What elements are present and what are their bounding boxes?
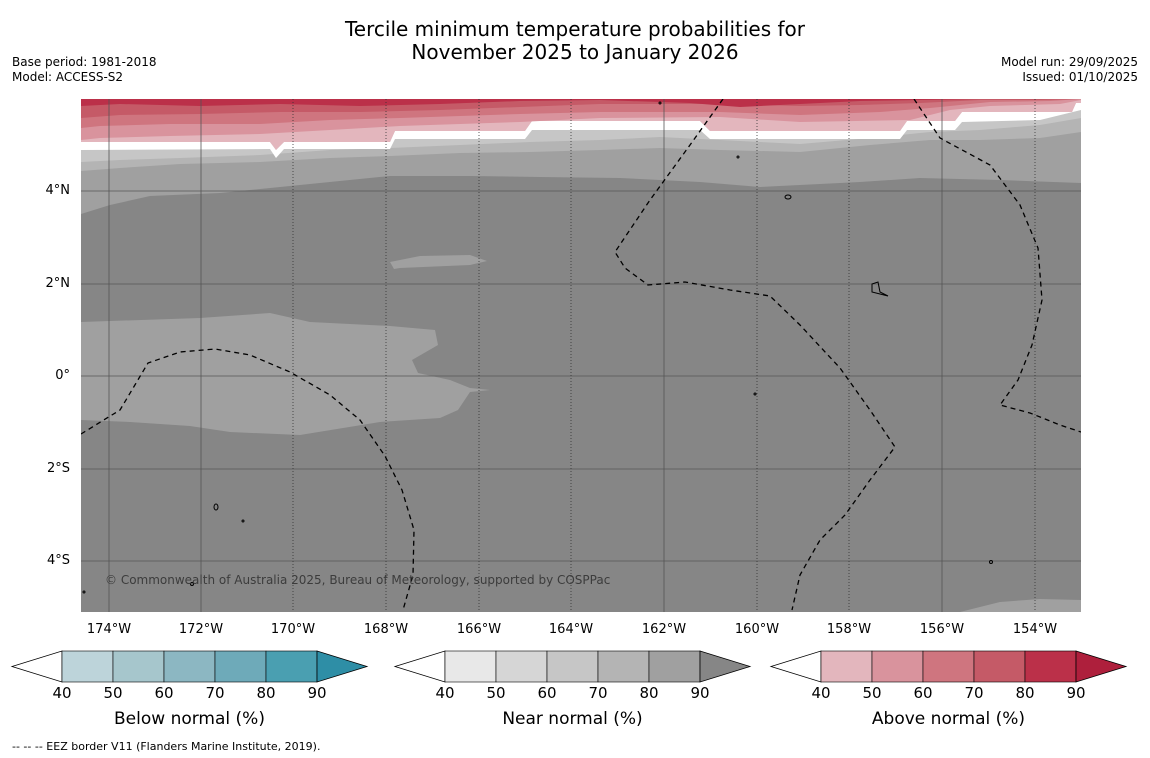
below-normal-colorbar-segment-2 (112, 650, 165, 683)
lon-label-160w: 160°W (734, 622, 780, 637)
lon-label-154w: 154°W (1012, 622, 1058, 637)
lon-label-168w: 168°W (363, 622, 409, 637)
grid-lines (81, 99, 1081, 612)
below-normal-colorbar (10, 650, 369, 683)
near-normal-tick-80: 80 (639, 684, 659, 702)
model-run: Model run: 29/09/2025 (1000, 55, 1138, 69)
eez-border-line-islands (614, 99, 896, 611)
below-normal-tick-80: 80 (256, 684, 276, 702)
map-title: Tercile minimum temperature probabilitie… (0, 18, 1150, 64)
near-normal-tick-70: 70 (588, 684, 608, 702)
below-normal-colorbar-segment-4 (214, 650, 267, 683)
lat-label-2n: 2°N (45, 276, 71, 291)
near-normal-tick-60: 60 (537, 684, 557, 702)
above-normal-tick-60: 60 (913, 684, 933, 702)
eez-border-kiribati-west (81, 348, 415, 611)
above-normal-colorbar-segment-4 (973, 650, 1026, 683)
above-normal-tick-90: 90 (1066, 684, 1086, 702)
above-normal-colorbar (769, 650, 1128, 683)
meta-right: Model run: 29/09/2025 Issued: 01/10/2025 (1001, 55, 1138, 85)
above-normal-colorbar-segment-1 (820, 650, 873, 683)
below-normal-tick-90: 90 (307, 684, 327, 702)
above-normal-tick-40: 40 (811, 684, 831, 702)
lon-label-156w: 156°W (919, 622, 965, 637)
below-normal-tick-50: 50 (103, 684, 123, 702)
above-normal-colorbar-min-extension (769, 650, 822, 683)
near-normal-colorbar-title: Near normal (%) (502, 709, 643, 729)
eez-footnote: -- -- -- EEZ border V11 (Flanders Marine… (12, 740, 321, 753)
near-normal-colorbar-segment-1 (444, 650, 497, 683)
lon-label-166w: 166°W (456, 622, 502, 637)
copyright-notice: © Commonwealth of Australia 2025, Bureau… (105, 573, 611, 587)
title-line-1: Tercile minimum temperature probabilitie… (344, 17, 806, 41)
eez-border-east (913, 99, 1081, 433)
lon-label-170w: 170°W (270, 622, 316, 637)
above-normal-colorbar-title: Above normal (%) (871, 709, 1026, 729)
island-10 (82, 590, 86, 594)
island-3 (213, 503, 219, 511)
issued-date: Issued: 01/10/2025 (1022, 70, 1138, 84)
lat-label-0: 0° (55, 368, 70, 383)
above-normal-colorbar-segment-3 (922, 650, 975, 683)
below-normal-tick-40: 40 (52, 684, 72, 702)
island-7 (736, 155, 740, 159)
lon-label-158w: 158°W (826, 622, 872, 637)
lat-label-2s: 2°S (46, 461, 70, 476)
lon-label-172w: 172°W (178, 622, 224, 637)
title-line-2: November 2025 to January 2026 (411, 40, 739, 64)
lon-label-164w: 164°W (548, 622, 594, 637)
above-normal-tick-50: 50 (862, 684, 882, 702)
below-normal-colorbar-title: Below normal (%) (114, 709, 265, 729)
near-normal-tick-40: 40 (435, 684, 455, 702)
above-normal-tick-80: 80 (1015, 684, 1035, 702)
lon-label-174w: 174°W (86, 622, 132, 637)
island-2 (871, 281, 889, 297)
islands (82, 101, 993, 594)
below-normal-colorbar-segment-5 (265, 650, 318, 683)
near-normal-colorbar-min-extension (393, 650, 446, 683)
near-normal-colorbar-max-extension (699, 650, 752, 683)
near-normal-colorbar-segment-5 (648, 650, 701, 683)
model-name: Model: ACCESS-S2 (12, 70, 124, 84)
island-1 (784, 194, 792, 200)
lon-label-162w: 162°W (641, 622, 687, 637)
above-normal-80 (81, 99, 1081, 107)
near-normal-colorbar-segment-2 (495, 650, 548, 683)
below-normal-colorbar-min-extension (10, 650, 63, 683)
near-normal-patch-south (960, 599, 1081, 612)
above-normal-colorbar-segment-2 (871, 650, 924, 683)
island-9 (753, 392, 757, 396)
white-band (81, 103, 1081, 158)
lat-label-4n: 4°N (45, 183, 71, 198)
island-6 (241, 519, 245, 523)
lat-label-4s: 4°S (46, 553, 70, 568)
near-normal-colorbar-segment-3 (546, 650, 599, 683)
below-normal-tick-60: 60 (154, 684, 174, 702)
island-4 (190, 582, 194, 586)
near-normal-colorbar (393, 650, 752, 683)
above-normal-colorbar-max-extension (1075, 650, 1128, 683)
near-normal-colorbar-segment-4 (597, 650, 650, 683)
meta-left: Base period: 1981-2018 Model: ACCESS-S2 (12, 55, 157, 85)
island-5 (989, 560, 993, 564)
below-normal-colorbar-segment-1 (61, 650, 114, 683)
below-normal-tick-70: 70 (205, 684, 225, 702)
near-normal-patch-small (390, 255, 487, 269)
below-normal-colorbar-max-extension (316, 650, 369, 683)
near-normal-patch-equator (81, 313, 490, 435)
base-period: Base period: 1981-2018 (12, 55, 157, 69)
near-normal-tick-90: 90 (690, 684, 710, 702)
above-normal-colorbar-segment-5 (1024, 650, 1077, 683)
below-normal-colorbar-segment-3 (163, 650, 216, 683)
island-8 (658, 101, 662, 105)
near-normal-tick-50: 50 (486, 684, 506, 702)
eez-borders (81, 99, 1081, 611)
above-normal-tick-70: 70 (964, 684, 984, 702)
